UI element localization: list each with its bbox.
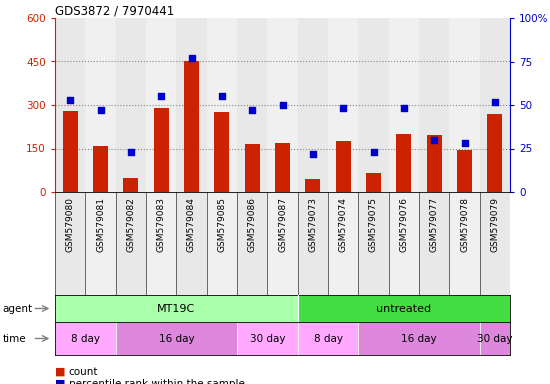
Bar: [328, 192, 359, 295]
Bar: [55, 322, 116, 355]
Point: [491, 98, 499, 104]
Text: GSM579079: GSM579079: [491, 197, 499, 252]
Point: [339, 106, 348, 112]
Point: [460, 140, 469, 146]
Bar: [480, 18, 510, 192]
Bar: [298, 322, 359, 355]
Bar: [93, 146, 108, 192]
Text: GSM579085: GSM579085: [217, 197, 227, 252]
Bar: [389, 18, 419, 192]
Text: GSM579076: GSM579076: [399, 197, 408, 252]
Bar: [63, 111, 78, 192]
Text: GSM579077: GSM579077: [430, 197, 439, 252]
Bar: [396, 134, 411, 192]
Bar: [116, 192, 146, 295]
Text: 30 day: 30 day: [477, 333, 513, 344]
Point: [96, 107, 105, 113]
Text: percentile rank within the sample: percentile rank within the sample: [69, 379, 245, 384]
Bar: [328, 18, 359, 192]
Text: 16 day: 16 day: [401, 333, 437, 344]
Text: count: count: [69, 367, 98, 377]
Point: [248, 107, 256, 113]
Text: time: time: [3, 333, 26, 344]
Text: GSM579080: GSM579080: [65, 197, 75, 252]
Bar: [267, 18, 298, 192]
Text: MT19C: MT19C: [157, 303, 195, 313]
Bar: [237, 322, 298, 355]
Text: GSM579078: GSM579078: [460, 197, 469, 252]
Bar: [275, 143, 290, 192]
Text: GSM579081: GSM579081: [96, 197, 105, 252]
Bar: [449, 192, 480, 295]
Text: untreated: untreated: [376, 303, 431, 313]
Bar: [359, 18, 389, 192]
Point: [430, 137, 438, 143]
Text: GSM579074: GSM579074: [339, 197, 348, 252]
Point: [187, 55, 196, 61]
Bar: [153, 108, 169, 192]
Bar: [480, 192, 510, 295]
Bar: [245, 144, 260, 192]
Text: GSM579073: GSM579073: [309, 197, 317, 252]
Bar: [55, 192, 85, 295]
Bar: [298, 295, 510, 322]
Text: GSM579082: GSM579082: [126, 197, 135, 252]
Bar: [207, 192, 237, 295]
Bar: [419, 18, 449, 192]
Bar: [366, 173, 381, 192]
Text: GSM579087: GSM579087: [278, 197, 287, 252]
Bar: [146, 192, 177, 295]
Text: GSM579084: GSM579084: [187, 197, 196, 252]
Text: ■: ■: [55, 367, 69, 377]
Point: [217, 93, 226, 99]
Point: [157, 93, 166, 99]
Bar: [267, 192, 298, 295]
Text: 8 day: 8 day: [71, 333, 100, 344]
Bar: [298, 192, 328, 295]
Text: 16 day: 16 day: [158, 333, 194, 344]
Bar: [359, 192, 389, 295]
Text: GDS3872 / 7970441: GDS3872 / 7970441: [55, 5, 174, 18]
Point: [126, 149, 135, 155]
Bar: [177, 192, 207, 295]
Text: agent: agent: [3, 303, 33, 313]
Point: [278, 102, 287, 108]
Bar: [457, 150, 472, 192]
Bar: [85, 18, 116, 192]
Bar: [427, 136, 442, 192]
Bar: [207, 18, 237, 192]
Text: 8 day: 8 day: [314, 333, 343, 344]
Text: ■: ■: [55, 379, 69, 384]
Point: [66, 97, 75, 103]
Bar: [336, 141, 351, 192]
Bar: [305, 179, 321, 192]
Bar: [85, 192, 116, 295]
Bar: [480, 322, 510, 355]
Bar: [419, 192, 449, 295]
Bar: [449, 18, 480, 192]
Bar: [389, 192, 419, 295]
Text: 30 day: 30 day: [250, 333, 285, 344]
Bar: [298, 18, 328, 192]
Bar: [116, 18, 146, 192]
Bar: [487, 114, 502, 192]
Text: GSM579086: GSM579086: [248, 197, 257, 252]
Bar: [184, 61, 199, 192]
Point: [369, 149, 378, 155]
Bar: [237, 192, 267, 295]
Point: [399, 106, 408, 112]
Bar: [214, 112, 229, 192]
Bar: [116, 322, 237, 355]
Bar: [237, 18, 267, 192]
Bar: [177, 18, 207, 192]
Bar: [55, 295, 298, 322]
Bar: [146, 18, 177, 192]
Point: [309, 151, 317, 157]
Bar: [359, 322, 480, 355]
Text: GSM579083: GSM579083: [157, 197, 166, 252]
Text: GSM579075: GSM579075: [369, 197, 378, 252]
Bar: [55, 18, 85, 192]
Bar: [123, 177, 139, 192]
